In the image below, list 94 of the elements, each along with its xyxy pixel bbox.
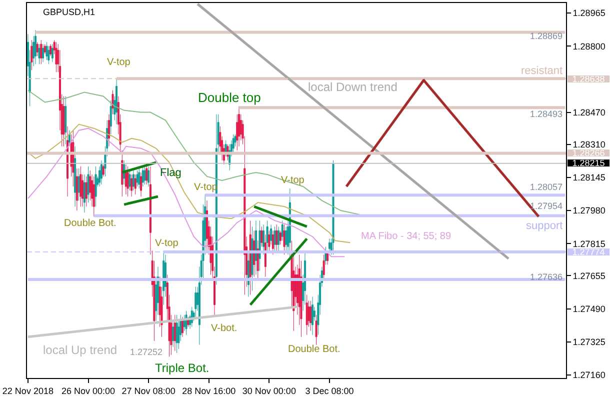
annotation: V-top <box>281 175 305 186</box>
candlestick <box>30 40 33 70</box>
candlestick <box>140 172 142 197</box>
candlestick <box>85 176 88 207</box>
annotation: local Up trend <box>43 343 118 357</box>
candlestick <box>260 226 263 247</box>
annotation: support <box>526 220 563 232</box>
candlestick <box>55 42 58 72</box>
candlestick <box>76 168 78 211</box>
candlestick <box>283 224 286 255</box>
candlestick <box>274 226 276 251</box>
candlestick <box>48 46 50 64</box>
candlestick <box>249 220 252 296</box>
candlestick <box>258 220 261 271</box>
candlestick <box>253 230 256 277</box>
annotation: Double Bot. <box>288 344 340 355</box>
y-tick-label: 1.27980 <box>572 206 606 216</box>
y-tick-label: 1.27655 <box>572 270 606 281</box>
y-tick-label: 1.28145 <box>572 172 606 183</box>
annotation: V-top <box>107 57 131 68</box>
candlestick <box>278 226 280 251</box>
candlestick <box>128 170 131 191</box>
candlestick <box>264 234 266 277</box>
x-tick-label: 30 Nov 00:00 <box>242 386 296 396</box>
x-tick-label: 26 Nov 00:00 <box>61 386 116 396</box>
annotation: V-bot. <box>211 323 238 334</box>
candlestick <box>92 176 95 217</box>
candlestick <box>80 166 82 207</box>
y-tick-label: 1.27160 <box>572 370 606 380</box>
annotation: 1.28869 <box>530 31 563 41</box>
ref-line-label: 1.28266 <box>572 148 605 158</box>
candlestick <box>174 314 176 352</box>
candlestick <box>34 30 36 64</box>
y-tick-label: 1.27490 <box>572 304 606 314</box>
candlestick <box>312 296 314 336</box>
candlestick <box>50 44 52 56</box>
annotation: Triple Bot. <box>155 361 210 375</box>
annotation: Double Bot. <box>64 218 116 229</box>
candlestick <box>134 174 136 195</box>
candlestick <box>238 106 240 147</box>
candlestick <box>42 44 44 62</box>
candlestick <box>181 316 184 338</box>
candlestick <box>94 166 97 207</box>
candlestick <box>40 40 42 64</box>
annotation: 1.27636 <box>530 272 563 282</box>
annotation: 1.27252 <box>130 347 163 357</box>
candlestick <box>144 166 146 185</box>
annotation: resistant <box>521 65 563 77</box>
x-tick-label: 3 Dec 08:00 <box>305 386 354 396</box>
y-tick-label: 1.27815 <box>572 238 606 249</box>
candlestick <box>281 220 284 241</box>
annotation: Double top <box>198 90 261 105</box>
candlestick <box>121 150 124 197</box>
candlestick <box>176 314 178 354</box>
candlestick <box>68 130 70 147</box>
ref-line-label: 1.28215 <box>572 158 605 168</box>
candlestick <box>136 170 138 187</box>
y-tick-label: 1.27325 <box>572 337 606 348</box>
candlestick <box>276 224 278 251</box>
line-series <box>27 90 360 216</box>
candlestick <box>64 96 67 145</box>
x-tick-label: 27 Nov 08:00 <box>122 386 176 396</box>
candlestick <box>46 42 48 60</box>
y-tick-label: 1.28965 <box>572 8 606 18</box>
annotation: V-top <box>155 238 179 249</box>
candlestick <box>322 254 325 281</box>
y-tick-label: 1.28310 <box>572 140 606 150</box>
candlestick <box>148 166 150 187</box>
candlestick <box>102 164 104 177</box>
candlestick <box>132 170 134 191</box>
candlestick <box>266 220 268 251</box>
y-tick-label: 1.28800 <box>572 41 606 52</box>
annotation: 1.28493 <box>530 109 563 119</box>
y-tick-label: 1.28470 <box>572 107 606 118</box>
candlestick <box>116 78 118 125</box>
candlestick <box>272 230 274 255</box>
candlestick <box>112 90 114 115</box>
candlestick <box>126 166 129 197</box>
annotation: local Down trend <box>308 80 398 94</box>
candlestick <box>138 168 140 189</box>
candlestick <box>306 294 308 336</box>
candlestick <box>51 44 54 62</box>
ref-line-label: 1.28638 <box>572 74 605 84</box>
x-tick-label: 22 Nov 2018 <box>2 386 54 396</box>
candlestick <box>315 314 318 346</box>
candlestick <box>108 114 110 147</box>
x-tick-label: 28 Nov 16:00 <box>182 386 236 396</box>
annotation: 1.27954 <box>530 201 563 211</box>
candlestick <box>146 164 148 185</box>
annotation: MA Fibo - 34; 55; 89 <box>361 231 452 242</box>
candlestick <box>110 100 112 135</box>
annotation: 1.28057 <box>530 182 563 192</box>
candlestick <box>74 146 76 207</box>
text: GBPUSD,H1 <box>43 7 96 18</box>
